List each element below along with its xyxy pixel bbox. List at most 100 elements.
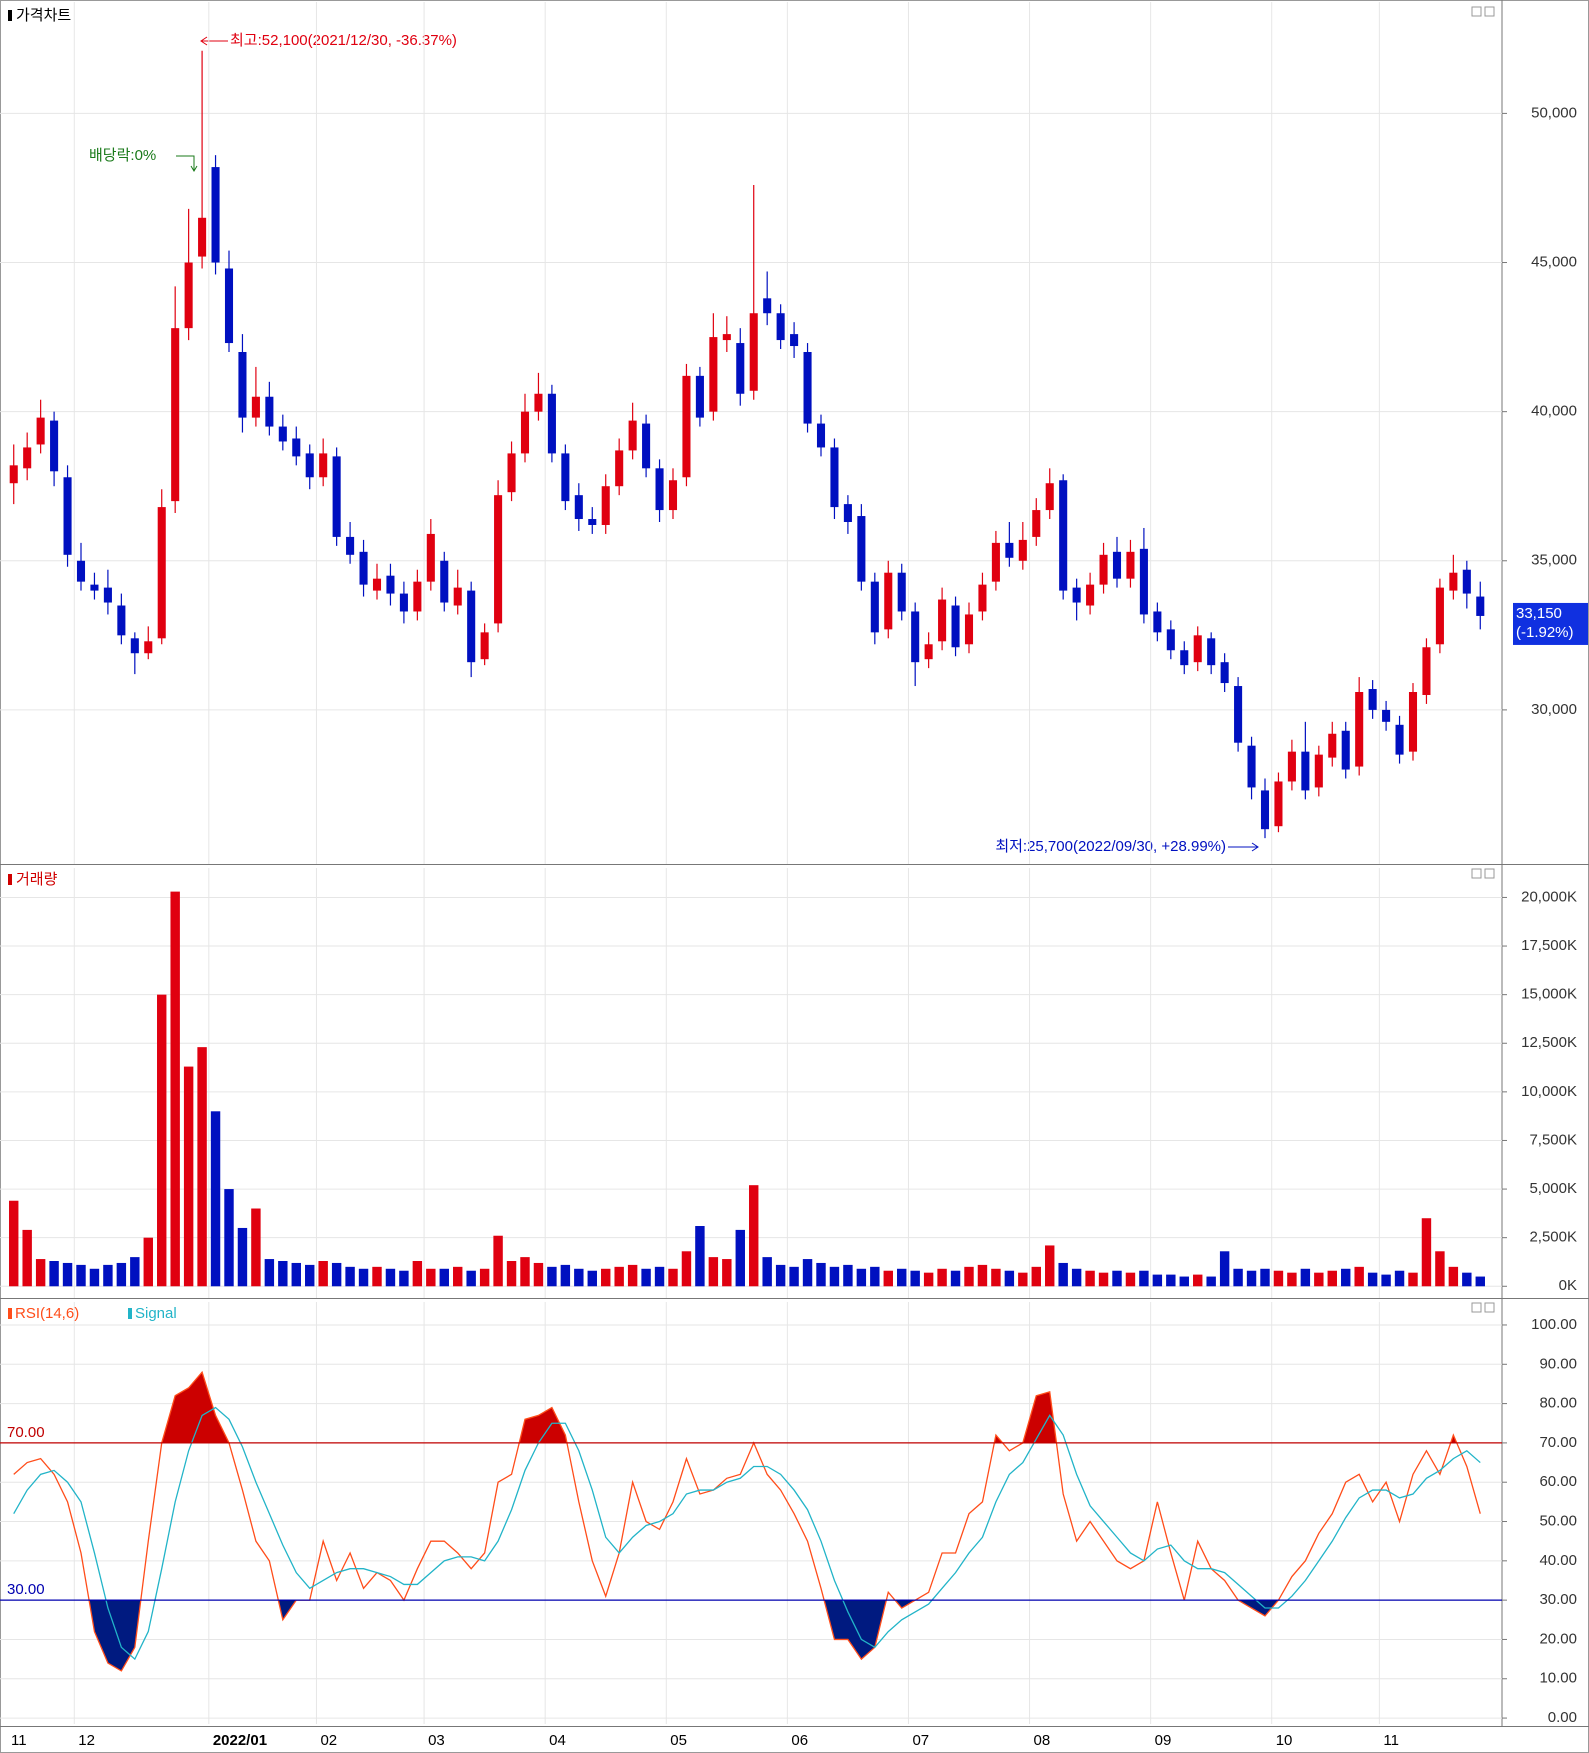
candle-body (494, 495, 503, 624)
candle-body (1153, 611, 1162, 633)
candle-body (1301, 751, 1310, 791)
candle-body (1408, 692, 1418, 752)
window-buttons[interactable] (1471, 6, 1495, 1313)
volume-bar (385, 1268, 396, 1287)
candle-body (90, 584, 99, 591)
candle-body (117, 605, 126, 636)
x-tick-label: 09 (1155, 1732, 1172, 1749)
volume-bar (89, 1268, 100, 1287)
candle-body (695, 375, 704, 418)
annotation-arrow-head (190, 165, 198, 172)
candle-body (251, 396, 260, 418)
volume-bar (722, 1259, 732, 1287)
close-button[interactable] (1484, 1302, 1495, 1313)
marks-layer (0, 50, 1502, 1672)
candle-body (1314, 754, 1323, 788)
volume-bar (977, 1264, 988, 1287)
volume-bar (130, 1257, 140, 1287)
x-tick-label: 02 (320, 1732, 337, 1749)
y-tick-label: 10.00 (1539, 1670, 1577, 1687)
volume-bar (789, 1266, 799, 1287)
candle-body (1368, 689, 1377, 710)
candle-body (144, 641, 153, 654)
candle-body (1166, 629, 1175, 651)
candle-body (588, 519, 597, 525)
candle-body (1260, 790, 1270, 830)
close-button[interactable] (1484, 868, 1495, 879)
volume-bar (1219, 1251, 1230, 1287)
volume-bar (1004, 1270, 1015, 1287)
candle-body (803, 352, 812, 424)
volume-bar (1300, 1268, 1311, 1287)
volume-bar (749, 1185, 759, 1287)
volume-bar (883, 1270, 893, 1287)
volume-bar (802, 1259, 813, 1287)
candle-body (1234, 686, 1243, 743)
volume-bar (923, 1272, 934, 1287)
candle-body (601, 486, 610, 525)
legend-marker (8, 1308, 12, 1319)
candle-body (372, 578, 382, 591)
volume-bar (1435, 1251, 1445, 1287)
candle-body (426, 533, 435, 582)
candle-body (1126, 551, 1135, 579)
volume-bar (1031, 1266, 1041, 1287)
panel-title: 가격차트 (16, 7, 71, 24)
volume-bar (439, 1268, 449, 1287)
candle-body (1274, 781, 1283, 827)
candle-body (682, 375, 691, 478)
volume-bar (614, 1266, 624, 1287)
candle-body (830, 447, 839, 508)
candle-body (843, 504, 852, 522)
candle-body (305, 453, 314, 478)
candle-body (1193, 635, 1202, 663)
candle-body (1180, 650, 1189, 666)
volume-bar (103, 1264, 113, 1287)
close-button[interactable] (1484, 6, 1495, 17)
volume-bar (1206, 1276, 1216, 1287)
minimize-button[interactable] (1471, 6, 1482, 17)
minimize-button[interactable] (1471, 1302, 1482, 1313)
y-tick-label: 45,000 (1531, 253, 1577, 270)
volume-bar (210, 1111, 221, 1287)
annotation-arrow-head (200, 36, 208, 46)
volume-bar (466, 1270, 476, 1287)
level-label: 30.00 (7, 1581, 45, 1598)
volume-bar (1098, 1272, 1109, 1287)
candle-body (884, 572, 893, 630)
volume-bar (762, 1257, 772, 1287)
volume-bar (9, 1200, 19, 1287)
volume-bar (331, 1262, 342, 1287)
candle-body (574, 495, 583, 520)
x-tick-label: 11 (11, 1732, 27, 1749)
volume-bar (681, 1251, 692, 1287)
candle-body (36, 417, 45, 445)
candle-body (628, 420, 637, 451)
candle-body (1018, 539, 1027, 561)
volume-bar (1408, 1272, 1418, 1287)
volume-bar (278, 1261, 288, 1287)
candle-body (749, 313, 758, 391)
candle-body (1112, 551, 1122, 579)
candle-body (964, 614, 974, 645)
candle-body (1086, 584, 1095, 606)
candle-body (1059, 480, 1068, 591)
volume-bar (318, 1261, 328, 1287)
y-tick-label: 20.00 (1539, 1630, 1577, 1647)
volume-bar (157, 994, 167, 1287)
candle-body (1476, 596, 1485, 616)
minimize-button[interactable] (1471, 868, 1482, 879)
candle-body (9, 465, 18, 484)
volume-bar (1179, 1276, 1189, 1287)
volume-bar (1125, 1272, 1136, 1287)
candle-body (709, 337, 718, 412)
volume-bar (412, 1261, 423, 1287)
volume-bar (560, 1264, 571, 1287)
candle-body (399, 593, 408, 612)
volume-bar (1354, 1266, 1364, 1287)
candle-body (520, 411, 530, 454)
volume-bar (1341, 1268, 1351, 1287)
volume-bar (1071, 1268, 1082, 1287)
